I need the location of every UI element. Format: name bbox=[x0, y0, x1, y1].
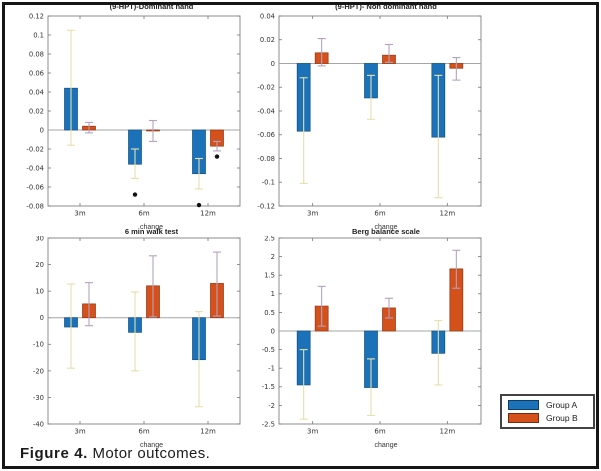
svg-text:12m: 12m bbox=[439, 428, 455, 436]
chart-plot-berg-balance: -2.5 -2 -1.5 -1 -0.5 0 0.5 1 1.5 2 2.5 3m 6m 12m bbox=[262, 234, 482, 436]
svg-text:-40: -40 bbox=[33, 420, 44, 428]
chart-title: Berg balance scale bbox=[352, 227, 420, 236]
legend-item-group-b: Group B bbox=[508, 413, 588, 423]
svg-text:-0.04: -0.04 bbox=[26, 164, 44, 172]
chart-plot-9hpt-dominant: -0.08 -0.06 -0.04 -0.02 0 0.02 0.04 0.06 0.08 0.1… bbox=[26, 12, 241, 218]
svg-text:0: 0 bbox=[271, 327, 275, 335]
x-axis-label: change bbox=[140, 442, 163, 449]
svg-text:0: 0 bbox=[271, 60, 275, 68]
svg-text:-1.5: -1.5 bbox=[262, 383, 275, 391]
svg-text:12m: 12m bbox=[439, 210, 455, 218]
svg-text:10: 10 bbox=[35, 288, 44, 296]
svg-text:3m: 3m bbox=[74, 210, 85, 218]
svg-text:-10: -10 bbox=[33, 341, 44, 349]
svg-text:6m: 6m bbox=[138, 428, 149, 436]
group-a-swatch bbox=[508, 400, 539, 410]
group-b-swatch bbox=[508, 413, 539, 423]
svg-text:-0.5: -0.5 bbox=[262, 346, 275, 354]
svg-text:0.02: 0.02 bbox=[260, 36, 275, 44]
x-axis-label: change bbox=[374, 442, 398, 449]
figure-caption-label: Figure 4. bbox=[20, 445, 88, 462]
svg-text:2.5: 2.5 bbox=[264, 236, 275, 242]
svg-text:-1: -1 bbox=[268, 365, 275, 373]
svg-text:-0.08: -0.08 bbox=[26, 202, 44, 210]
legend: Group A Group B bbox=[500, 394, 595, 429]
svg-text:-0.02: -0.02 bbox=[257, 84, 275, 92]
chart-title: (9-HPT)-Dominant hand bbox=[109, 2, 194, 11]
svg-text:0.02: 0.02 bbox=[29, 107, 44, 115]
svg-text:0.06: 0.06 bbox=[29, 69, 44, 77]
svg-text:6m: 6m bbox=[374, 210, 385, 218]
svg-text:0.08: 0.08 bbox=[29, 50, 44, 58]
svg-text:0.04: 0.04 bbox=[29, 88, 44, 96]
svg-text:20: 20 bbox=[35, 261, 44, 269]
svg-text:-0.12: -0.12 bbox=[257, 202, 275, 210]
chart-title: (9-HPT)- Non dominant hand bbox=[335, 2, 437, 11]
svg-text:1.5: 1.5 bbox=[264, 272, 275, 280]
svg-text:0.12: 0.12 bbox=[29, 12, 44, 20]
svg-text:-20: -20 bbox=[33, 367, 44, 375]
svg-text:3m: 3m bbox=[307, 210, 318, 218]
svg-text:3m: 3m bbox=[307, 428, 318, 436]
chart-9hpt-non-dominant-hand: (9-HPT)- Non dominant hand -0.12 -0.1 -0.0… bbox=[243, 2, 493, 231]
svg-text:0: 0 bbox=[40, 314, 44, 322]
figure-caption-text: Motor outcomes. bbox=[87, 445, 211, 462]
legend-label: Group B bbox=[546, 413, 578, 423]
svg-text:-0.06: -0.06 bbox=[257, 131, 275, 139]
svg-text:1: 1 bbox=[271, 290, 275, 298]
svg-text:6m: 6m bbox=[138, 210, 149, 218]
svg-text:30: 30 bbox=[35, 236, 44, 242]
legend-item-group-a: Group A bbox=[508, 400, 588, 410]
svg-text:12m: 12m bbox=[200, 210, 216, 218]
svg-text:3m: 3m bbox=[74, 428, 85, 436]
svg-text:-0.02: -0.02 bbox=[26, 145, 44, 153]
svg-text:-0.04: -0.04 bbox=[257, 107, 275, 115]
svg-text:-30: -30 bbox=[33, 394, 44, 402]
x-axis-label: change bbox=[374, 224, 398, 231]
chart-9hpt-dominant-hand: (9-HPT)-Dominant hand -0.08 -0.06 -0.04 -0.… bbox=[10, 2, 255, 231]
legend-label: Group A bbox=[546, 400, 578, 410]
svg-text:0.5: 0.5 bbox=[264, 309, 275, 317]
x-axis-label: change bbox=[140, 224, 163, 231]
svg-text:12m: 12m bbox=[200, 428, 216, 436]
chart-plot-9hpt-non-dominant: -0.12 -0.1 -0.08 -0.06 -0.04 -0.02 0 0.02 0.04 3m… bbox=[257, 12, 482, 218]
chart-berg-balance-scale: Berg balance scale -2.5 -2 -1.5 -1 -0.5 0 0.5 1… bbox=[243, 227, 493, 449]
svg-text:-2.5: -2.5 bbox=[262, 420, 275, 428]
svg-text:0.1: 0.1 bbox=[33, 31, 44, 39]
chart-title: 6 min walk test bbox=[124, 227, 179, 236]
svg-text:-0.1: -0.1 bbox=[262, 179, 275, 187]
svg-text:-0.06: -0.06 bbox=[26, 183, 44, 191]
chart-6-min-walk-test: 6 min walk test -40 -30 -20 -10 0 10 20 30 3m 6m 1… bbox=[10, 227, 255, 449]
svg-text:0.04: 0.04 bbox=[260, 12, 275, 20]
svg-text:2: 2 bbox=[271, 253, 275, 261]
svg-text:6m: 6m bbox=[374, 428, 385, 436]
svg-text:-2: -2 bbox=[268, 402, 275, 410]
svg-text:0: 0 bbox=[40, 126, 44, 134]
svg-text:-0.08: -0.08 bbox=[257, 155, 275, 163]
chart-plot-6-min-walk: -40 -30 -20 -10 0 10 20 30 3m 6m 12m bbox=[33, 234, 241, 436]
figure-caption: Figure 4. Motor outcomes. bbox=[20, 445, 210, 462]
